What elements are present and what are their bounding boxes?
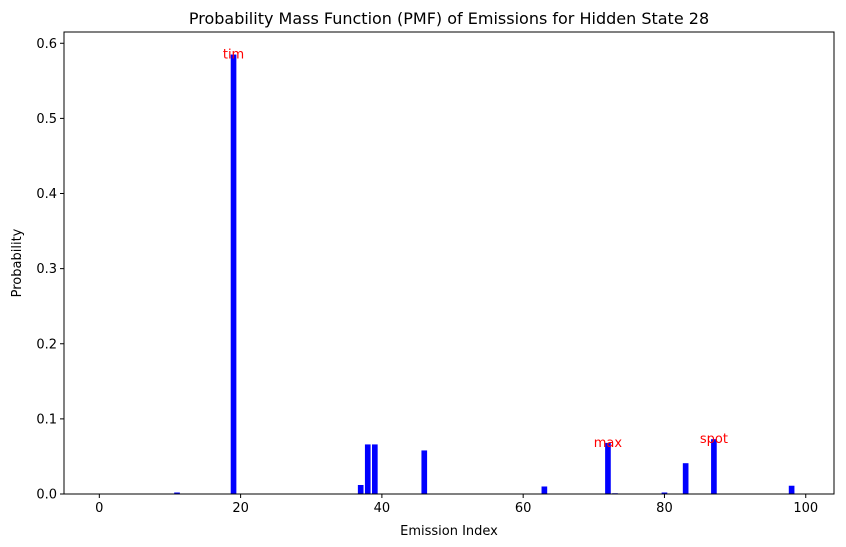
bar-46 <box>421 450 428 494</box>
annotations-group: tim max spot <box>223 48 728 451</box>
bar-19 <box>230 54 237 494</box>
bar-37 <box>357 484 364 494</box>
y-tick-label: 0.5 <box>36 112 57 127</box>
bar-87 <box>711 439 717 494</box>
annotation-tim: tim <box>223 48 244 63</box>
annotation-max: max <box>594 436 623 451</box>
annotation-spot: spot <box>700 432 728 447</box>
bar-39 <box>372 444 378 494</box>
x-tick-label: 40 <box>374 501 391 516</box>
y-tick-label: 0.6 <box>36 37 57 52</box>
y-tick-label: 0.3 <box>36 262 57 277</box>
bar-83 <box>682 463 689 494</box>
x-tick-label: 60 <box>515 501 532 516</box>
bar-63 <box>541 486 548 494</box>
bar-80 <box>661 492 668 494</box>
x-tick-label: 20 <box>232 501 249 516</box>
y-tick-label: 0.0 <box>36 488 57 503</box>
x-axis-label: Emission Index <box>400 524 498 539</box>
x-tick-label: 80 <box>656 501 673 516</box>
x-tick-label: 100 <box>793 501 818 516</box>
bar-72 <box>605 442 611 494</box>
y-tick-label: 0.1 <box>36 412 57 427</box>
bars-group <box>174 54 795 494</box>
y-axis-ticks: 0.0 0.1 0.2 0.3 0.4 0.5 0.6 <box>36 37 64 503</box>
x-axis-ticks: 0 20 40 60 80 100 <box>95 494 818 516</box>
bar-11 <box>174 492 180 494</box>
y-tick-label: 0.4 <box>36 187 57 202</box>
bar-98 <box>788 485 795 494</box>
plot-frame <box>63 31 835 495</box>
y-tick-label: 0.2 <box>36 337 57 352</box>
chart-title: Probability Mass Function (PMF) of Emiss… <box>189 9 709 28</box>
bar-38 <box>364 444 371 494</box>
y-axis-label: Probability <box>10 228 25 297</box>
x-tick-label: 0 <box>95 501 103 516</box>
